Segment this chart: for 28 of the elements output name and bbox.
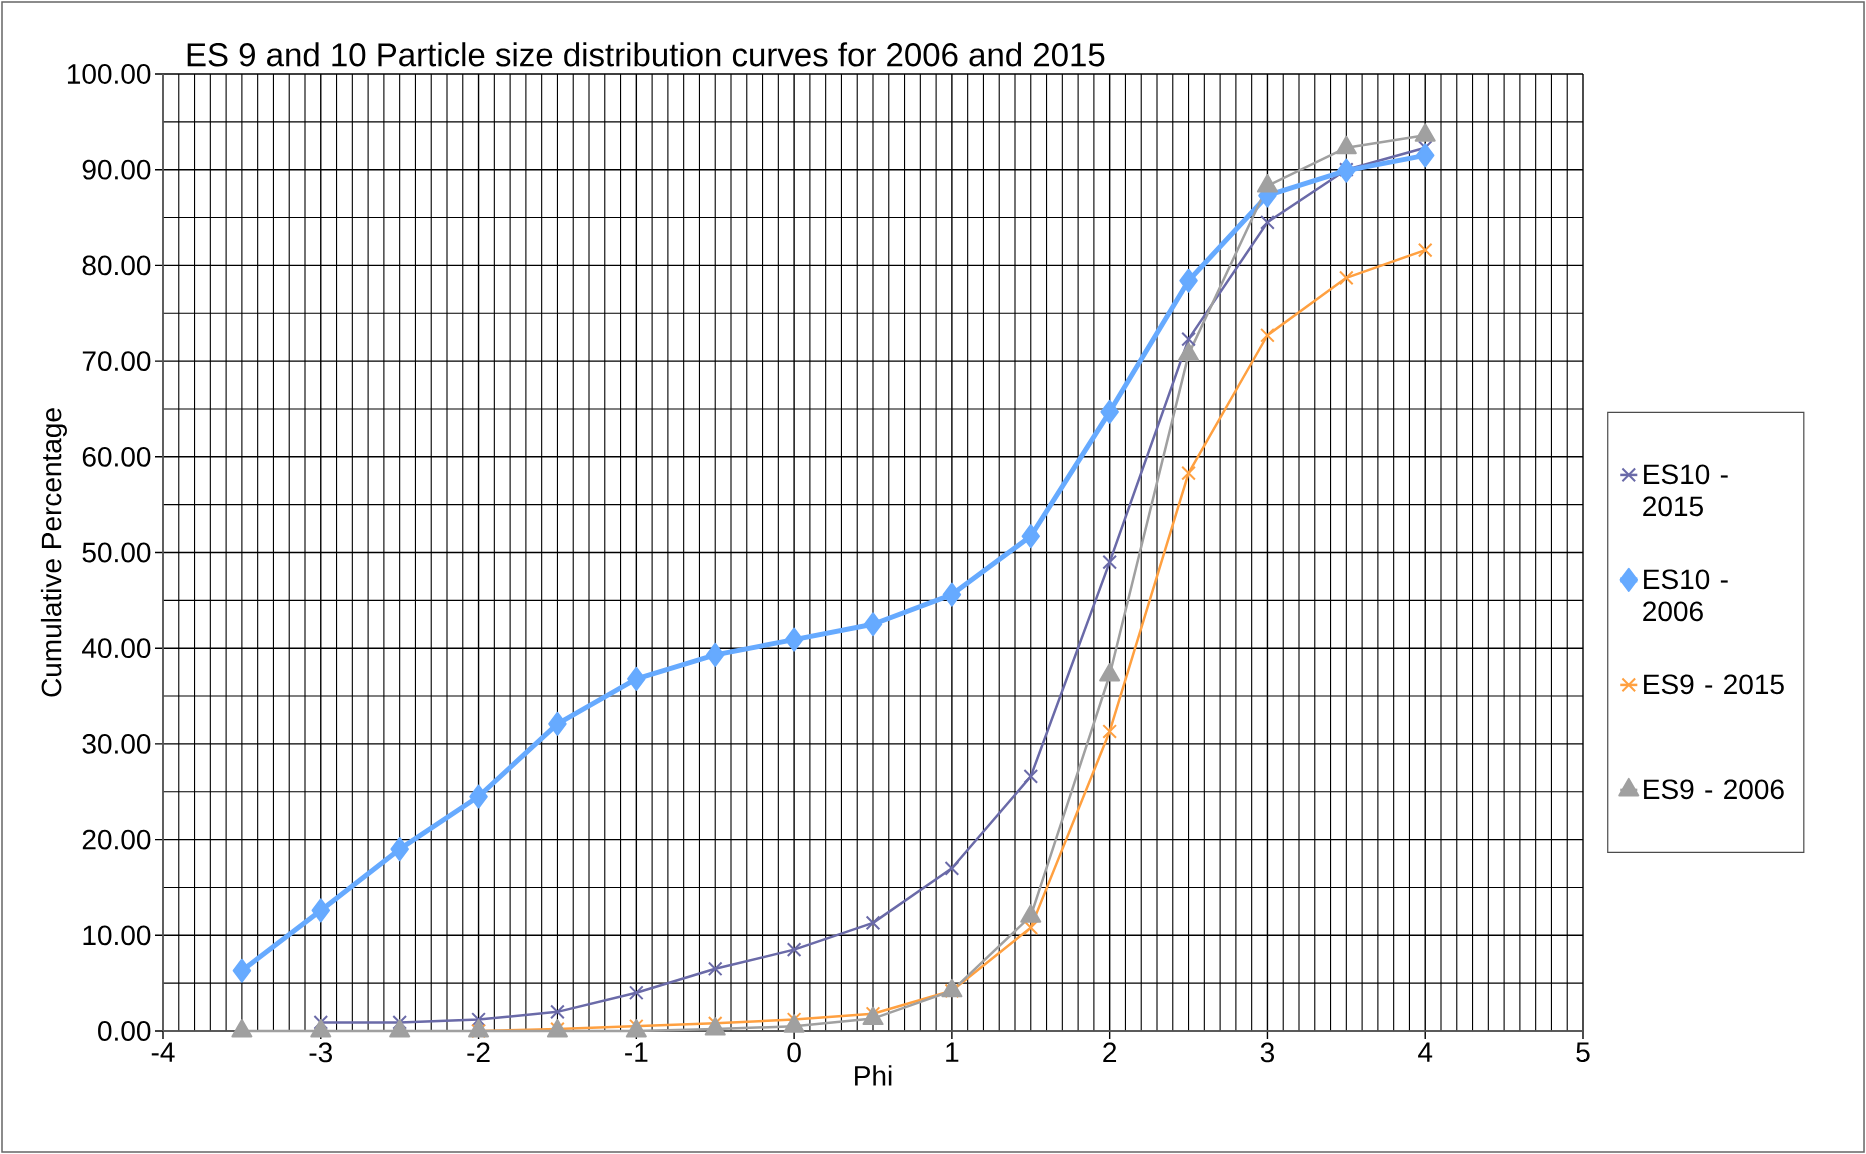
x-tick-label: 2 [1103, 1042, 1117, 1063]
y-tick-label: 100.00 [67, 64, 151, 84]
legend-label: ES10 - 2015 [1643, 464, 1728, 517]
y-axis-title: Cumulative Percentage [40, 408, 67, 697]
x-tick-label: -2 [467, 1042, 490, 1063]
x-tick-label: 4 [1418, 1042, 1433, 1062]
chart-title: ES 9 and 10 Particle size distribution curves for 2006 and 2015 [187, 42, 1105, 67]
y-tick-label: 40.00 [82, 638, 151, 659]
y-tick-label: 20.00 [82, 829, 151, 850]
legend-label: ES9 - 2015 [1644, 674, 1784, 695]
y-tick-label: 90.00 [82, 159, 151, 180]
y-tick-label: 70.00 [82, 351, 151, 371]
y-tick-label: 50.00 [82, 542, 151, 563]
x-tick-label: 1 [946, 1042, 959, 1062]
legend-label: ES10 - 2006 [1643, 569, 1728, 622]
x-tick-label: -3 [309, 1042, 332, 1063]
x-tick-label: 5 [1576, 1042, 1590, 1063]
x-tick-label: 3 [1260, 1042, 1274, 1063]
x-axis-title: Phi [855, 1065, 892, 1086]
y-tick-label: 60.00 [82, 446, 151, 467]
x-tick-label: -4 [151, 1042, 175, 1062]
y-tick-label: 0.00 [98, 1021, 151, 1041]
y-tick-label: 10.00 [83, 925, 151, 946]
y-tick-label: 80.00 [82, 255, 151, 276]
x-tick-label: -1 [625, 1042, 648, 1062]
x-tick-label: 0 [787, 1042, 801, 1063]
legend-label: ES9 - 2006 [1644, 779, 1784, 800]
y-tick-label: 30.00 [82, 733, 151, 754]
